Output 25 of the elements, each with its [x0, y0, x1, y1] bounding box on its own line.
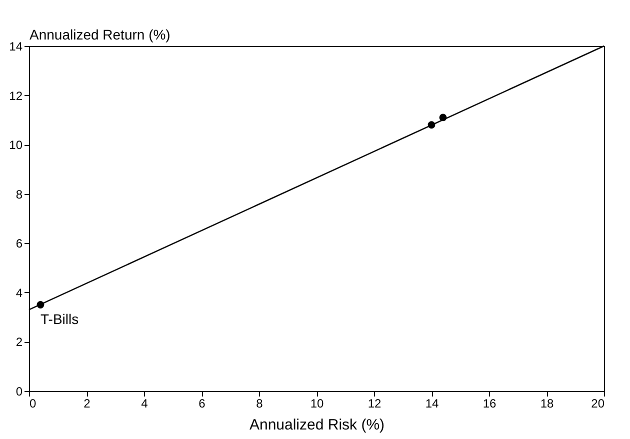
x-tick-label: 20 — [591, 396, 605, 410]
x-tick-label: 4 — [141, 396, 148, 410]
x-tick-label: 14 — [425, 396, 439, 410]
y-axis-title: Annualized Return (%) — [30, 26, 170, 42]
x-tick-label: 8 — [256, 396, 264, 410]
y-tick-label: 14 — [9, 40, 23, 54]
x-tick-label: 12 — [368, 396, 382, 410]
point — [439, 114, 447, 122]
y-tick-label: 0 — [16, 384, 23, 398]
point — [428, 121, 436, 129]
y-tick-label: 4 — [16, 286, 23, 300]
y-tick-label: 2 — [16, 335, 23, 350]
y-tick-label: 10 — [9, 138, 23, 152]
y-tick-label: 8 — [16, 187, 23, 202]
y-tick-label: 12 — [9, 88, 23, 103]
annotation: T-Bills — [40, 310, 79, 327]
x-tick-label: 16 — [482, 396, 496, 410]
x-tick-label: 18 — [540, 396, 554, 410]
y-tick-label: 6 — [16, 236, 23, 251]
x-tick-label: 6 — [198, 396, 206, 410]
x-tick-label: 0 — [30, 396, 36, 410]
point — [36, 301, 44, 308]
x-tick-label: 2 — [84, 396, 91, 410]
x-axis-title: Annualized Risk (%) — [249, 416, 385, 434]
x-tick-label: 10 — [310, 396, 324, 410]
